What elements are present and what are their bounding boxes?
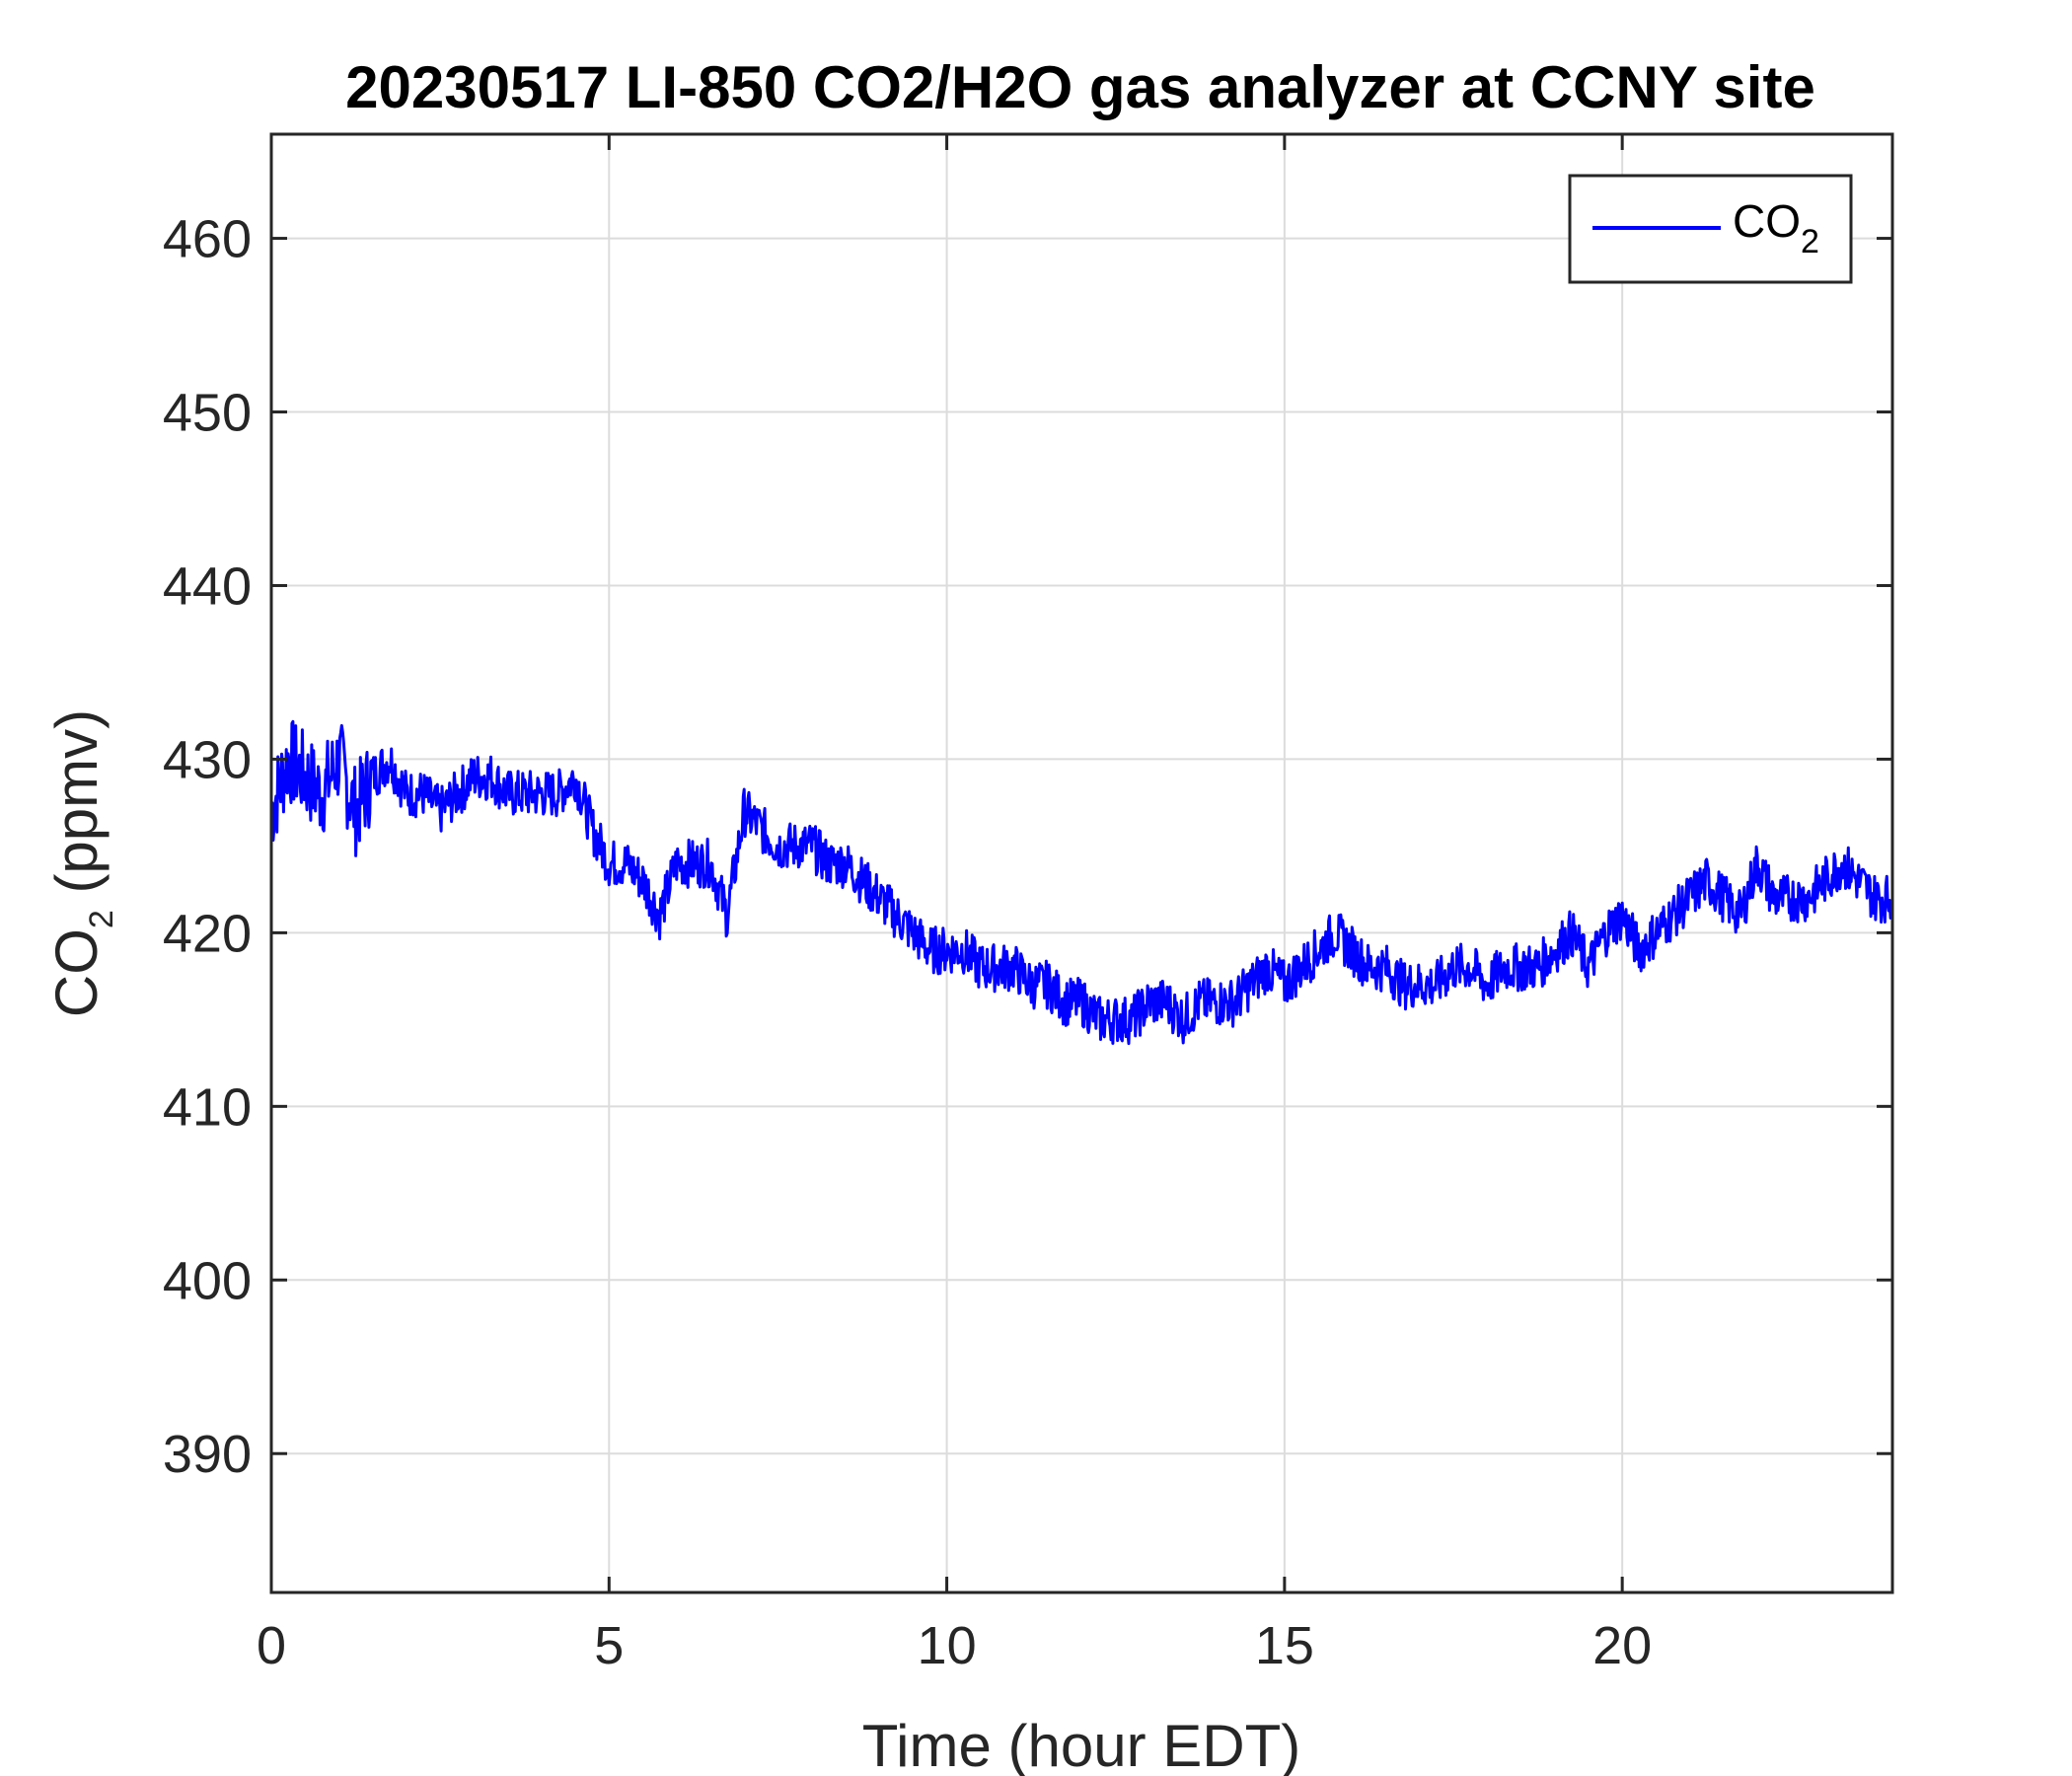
y-tick-label: 450	[163, 384, 252, 443]
y-tick-label: 460	[163, 210, 252, 269]
y-axis-label: CO2 (ppmv)	[43, 709, 120, 1017]
x-tick-label: 5	[594, 1616, 624, 1675]
series-layer	[269, 719, 1894, 1046]
y-tick-label: 440	[163, 556, 252, 616]
x-tick-label: 10	[918, 1616, 977, 1675]
x-tick-labels: 0 5 10 15 20	[257, 1616, 1652, 1675]
chart-title: 20230517 LI-850 CO2/H2O gas analyzer at …	[345, 54, 1815, 120]
legend: CO2	[1568, 174, 1853, 284]
grid	[270, 134, 1892, 1592]
legend-label-main: CO	[1733, 195, 1801, 247]
ticks	[269, 134, 1892, 1592]
x-axis-label: Time (hour EDT)	[862, 1713, 1301, 1776]
x-tick-label: 0	[257, 1616, 286, 1675]
y-axis-label-main: CO	[43, 928, 110, 1017]
y-axis-label-subscript: 2	[83, 910, 120, 928]
series-line-co2	[269, 719, 1894, 1046]
y-tick-label: 390	[163, 1425, 252, 1484]
legend-label-subscript: 2	[1801, 223, 1819, 260]
x-tick-label: 15	[1255, 1616, 1314, 1675]
plot-frame	[269, 132, 1894, 1594]
y-tick-label: 430	[163, 730, 252, 789]
y-tick-label: 400	[163, 1251, 252, 1310]
y-tick-label: 410	[163, 1077, 252, 1137]
legend-label: CO2	[1733, 195, 1819, 260]
y-tick-labels: 390 400 410 420 430 440 450 460	[163, 210, 252, 1485]
y-axis-label-unit: (ppmv)	[43, 709, 110, 910]
x-tick-label: 20	[1592, 1616, 1652, 1675]
y-tick-label: 420	[163, 904, 252, 963]
